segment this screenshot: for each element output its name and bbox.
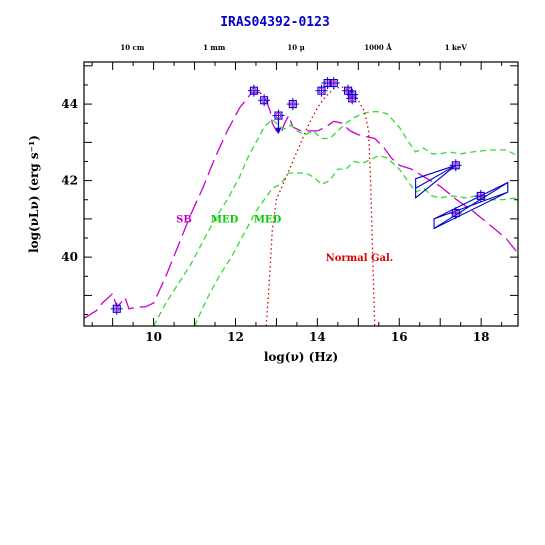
x-tick-label: 18: [473, 330, 490, 344]
data-point: [247, 84, 260, 97]
plot-clip-group: [84, 77, 518, 326]
series-line-4: [265, 86, 376, 326]
data-point: [272, 109, 285, 122]
data-point: [258, 94, 271, 107]
x-axis-label: log(ν) (Hz): [264, 350, 338, 364]
y-tick-label: 42: [61, 174, 78, 188]
data-point: [474, 189, 487, 202]
series-line-3: [193, 155, 518, 326]
axis-ticks: 10 12 14 16 18 40 42 44: [61, 62, 518, 344]
chart-title: IRAS04392-0123: [220, 15, 330, 30]
xray-bowtie-1-axis: [415, 164, 457, 189]
top-axis-label: 1 mm: [203, 43, 226, 52]
x-tick-label: 14: [309, 330, 326, 344]
y-tick-label: 44: [61, 97, 78, 111]
series-line-1: [84, 91, 518, 319]
x-tick-label: 10: [145, 330, 162, 344]
data-point: [110, 302, 123, 315]
x-tick-label: 16: [391, 330, 408, 344]
data-point: [315, 84, 328, 97]
annotation-label: MED: [254, 215, 282, 226]
data-point: [449, 159, 462, 172]
series-line-2: [153, 111, 518, 326]
y-tick-label: 40: [61, 250, 78, 264]
annotation-label: SB: [176, 215, 192, 226]
data-point: [346, 92, 359, 105]
upper-limit-arrowhead: [275, 127, 282, 134]
annotation-label: Normal Gal.: [326, 253, 394, 264]
annotations: SB MED MED Normal Gal.: [176, 215, 393, 264]
data-point: [449, 207, 462, 220]
top-axis-label: 10 cm: [120, 43, 144, 52]
top-axis-labels: 10 cm 1 mm 10 μ 1000 Å 1 keV: [120, 43, 467, 52]
top-axis-label: 1 keV: [445, 43, 468, 52]
plot-frame: [83, 61, 519, 327]
xray-bowtie-2-diag: [433, 191, 508, 220]
annotation-label: MED: [211, 215, 239, 226]
top-axis-label: 1000 Å: [364, 43, 392, 52]
data-point: [286, 98, 299, 111]
top-axis-label: 10 μ: [287, 43, 304, 52]
data-point: [327, 77, 340, 90]
y-axis-label: log(νLν) (erg s⁻¹): [27, 135, 41, 253]
x-tick-label: 12: [227, 330, 244, 344]
xray-bowtie-1: [415, 164, 457, 199]
